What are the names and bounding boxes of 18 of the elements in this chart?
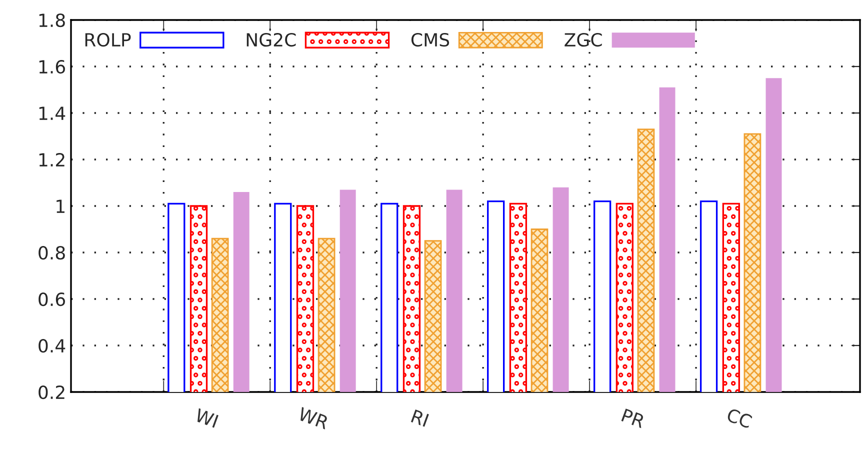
y-tick-label: 0.2	[38, 385, 64, 400]
y-tick-label: 0.8	[38, 246, 65, 260]
x-tick-label: WI	[194, 408, 218, 428]
x-tick-label: PR	[621, 408, 646, 428]
legend-label: NG2C	[246, 32, 296, 47]
y-tick-label: 1.4	[39, 106, 66, 120]
legend-label: ROLP	[85, 32, 131, 47]
x-tick-label: RI	[410, 410, 429, 427]
y-tick-label: 1.6	[39, 60, 66, 74]
y-tick-label: 0.6	[38, 292, 66, 306]
y-tick-label: 1	[56, 200, 64, 213]
legend-label: CMS	[411, 32, 450, 47]
x-tick-label: WR	[297, 406, 330, 430]
legend-label: ZGC	[564, 32, 602, 47]
x-tick-label: CC	[726, 408, 753, 429]
y-tick-label: 1.8	[39, 13, 65, 28]
y-tick-label: 1.2	[39, 152, 64, 166]
y-tick-label: 0.4	[38, 338, 66, 353]
